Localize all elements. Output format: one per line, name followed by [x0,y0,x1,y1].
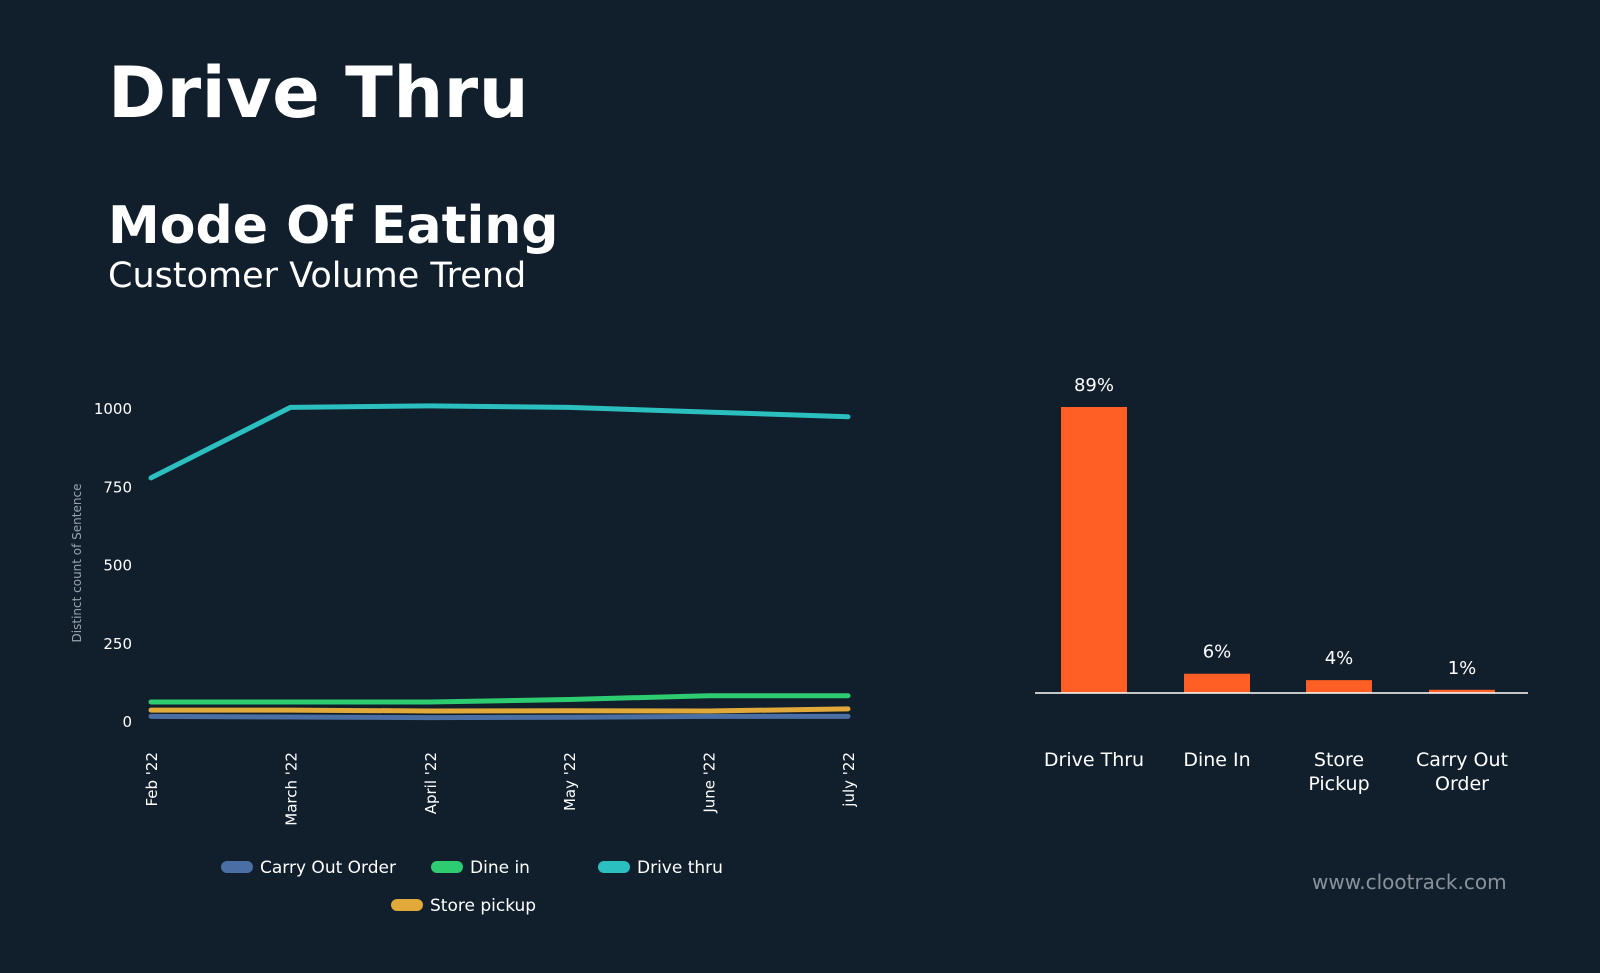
bar [1429,689,1495,693]
legend-item[interactable]: Drive thru [598,858,723,878]
footer-url[interactable]: www.clootrack.com [1312,870,1507,894]
series-line-carry-out-order [148,713,851,721]
bar-data-label: 6% [1203,642,1232,663]
series-line-drive-thru [148,403,851,481]
y-tick-label: 1000 [94,400,132,418]
legend-swatch [598,861,630,873]
series-line-dine-in [148,693,851,705]
y-tick-label: 250 [103,635,132,653]
legend-label: Dine in [470,858,530,878]
bar-category-label: Carry Out Order [1416,749,1508,795]
bar [1184,673,1250,693]
bar-data-label: 4% [1325,648,1354,669]
x-tick-label: Feb '22 [143,752,161,807]
bar-category-label: Store Pickup [1308,749,1369,795]
legend-item[interactable]: Store pickup [391,896,536,916]
legend-swatch [391,899,423,911]
bar [1061,407,1127,693]
x-tick-label: july '22 [840,752,858,808]
x-tick-label: June '22 [701,752,719,814]
bar-category-label: Drive Thru [1044,749,1144,771]
x-tick-label: March '22 [282,752,300,826]
legend-label: Store pickup [430,896,536,916]
bar-data-label: 1% [1448,658,1477,679]
bar [1306,680,1372,693]
x-tick-label: May '22 [561,752,579,811]
y-tick-label: 750 [103,478,132,496]
bar-category-label: Dine In [1183,749,1250,771]
section-title: Mode Of Eating [108,196,559,256]
line-chart: Distinct count of Sentence 0 250 500 750 100… [70,400,858,916]
legend-label: Drive thru [637,858,723,878]
bar-data-label: 89% [1074,375,1114,396]
y-tick-label: 500 [103,557,132,575]
legend-item[interactable]: Carry Out Order [221,858,396,878]
legend-swatch [431,861,463,873]
page-title: Drive Thru [108,52,530,134]
x-tick-label: April '22 [422,752,440,814]
legend-swatch [221,861,253,873]
legend-label: Carry Out Order [260,858,396,878]
y-tick-label: 0 [122,713,132,731]
y-axis-title: Distinct count of Sentence [70,484,84,643]
section-subtitle: Customer Volume Trend [108,256,527,296]
legend-item[interactable]: Dine in [431,858,530,878]
series-line-store-pickup [148,706,851,714]
